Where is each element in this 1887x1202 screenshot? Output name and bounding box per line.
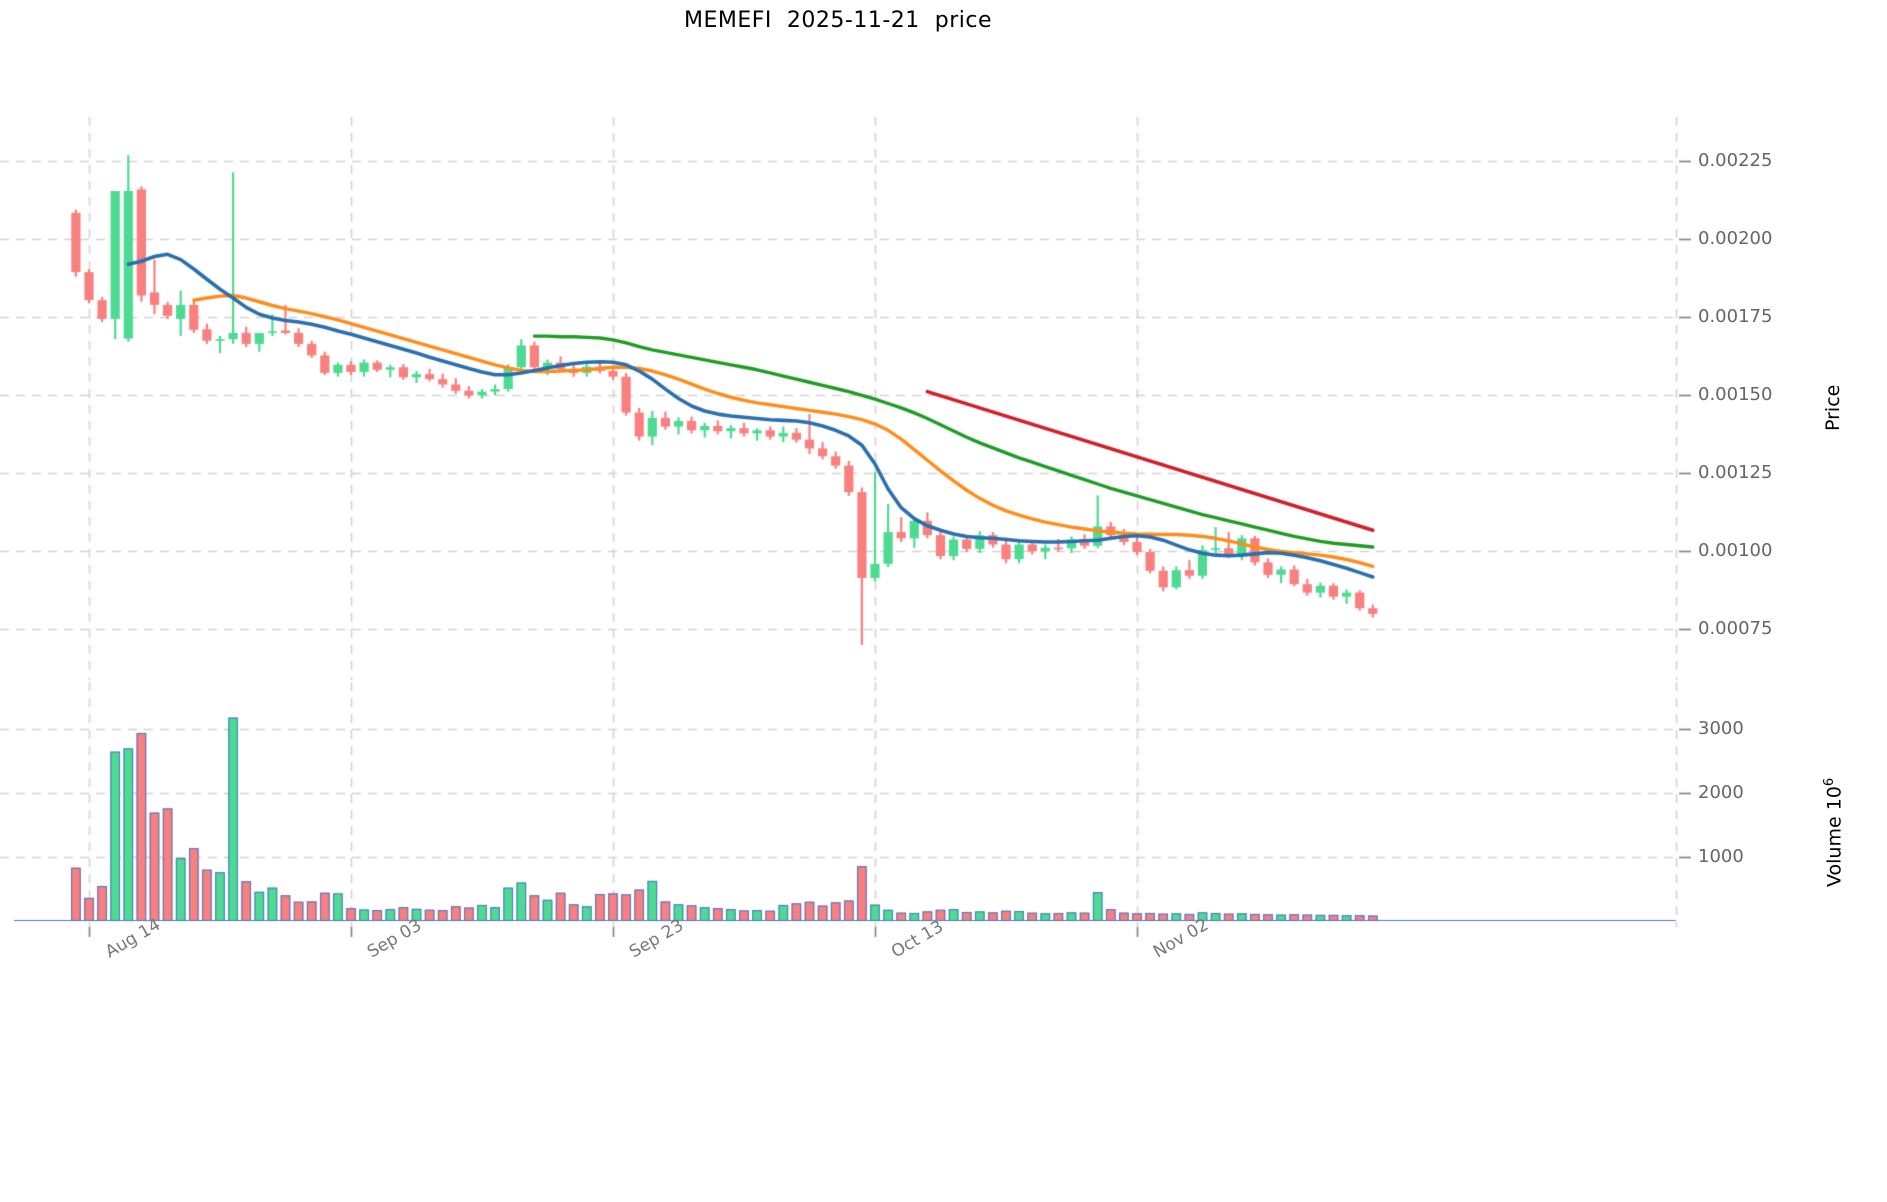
price-ytick-label: 0.00175: [1698, 305, 1773, 327]
price-ytick-label: 0.00150: [1698, 383, 1773, 405]
volume-exponent: 6: [1822, 777, 1837, 786]
price-axis-title: Price: [1822, 385, 1844, 432]
volume-ytick-label: 3000: [1698, 717, 1744, 739]
price-ytick-label: 0.00225: [1698, 149, 1773, 171]
volume-ytick-label: 1000: [1698, 845, 1744, 867]
volume-ytick-label: 2000: [1698, 781, 1744, 803]
volume-axis-title: Volume 106: [1822, 777, 1846, 887]
price-ytick-label: 0.00100: [1698, 539, 1773, 561]
price-ytick-label: 0.00125: [1698, 461, 1773, 483]
price-ytick-label: 0.00200: [1698, 227, 1773, 249]
price-ytick-label: 0.00075: [1698, 617, 1773, 639]
